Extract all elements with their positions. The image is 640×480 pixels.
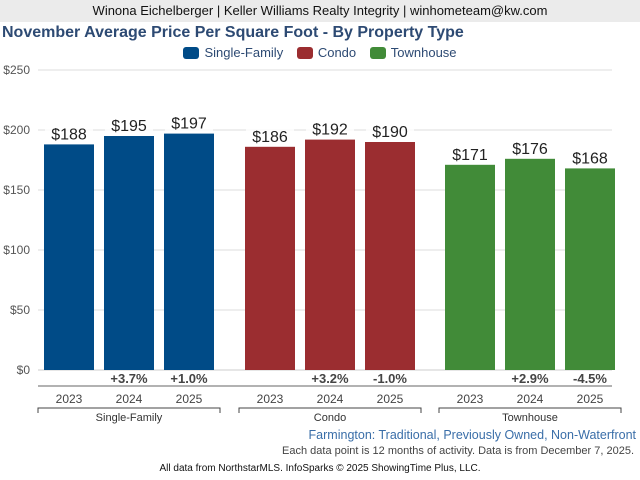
x-tick-label: 2023 xyxy=(257,392,284,406)
change-label: +3.2% xyxy=(311,371,349,386)
data-label: $195 xyxy=(111,118,147,135)
bar xyxy=(565,168,615,370)
x-tick-label: 2025 xyxy=(377,392,404,406)
legend-label: Condo xyxy=(317,45,357,60)
legend-label: Townhouse xyxy=(390,45,457,60)
y-tick-label: $200 xyxy=(3,123,30,137)
bar xyxy=(104,136,154,370)
x-tick-label: 2023 xyxy=(457,392,484,406)
group-bracket xyxy=(238,407,422,413)
data-label: $171 xyxy=(452,147,488,164)
x-tick-label: 2024 xyxy=(116,392,143,406)
agent-header: Winona Eichelberger | Keller Williams Re… xyxy=(0,0,640,22)
y-tick-label: $0 xyxy=(17,363,31,377)
data-label-bg xyxy=(366,120,414,140)
bar xyxy=(44,144,94,370)
data-label: $188 xyxy=(51,126,87,143)
legend-swatch xyxy=(369,46,386,59)
data-label-bg xyxy=(446,142,494,163)
x-tick-label: 2024 xyxy=(317,392,344,406)
change-label: -1.0% xyxy=(373,371,407,386)
data-label: $176 xyxy=(512,141,548,158)
data-label-bg xyxy=(105,114,153,134)
group-bracket xyxy=(438,407,622,413)
data-label-bg xyxy=(306,117,354,138)
data-label: $192 xyxy=(312,122,348,139)
data-label: $197 xyxy=(171,116,207,133)
x-tick-label: 2025 xyxy=(577,392,604,406)
chart-title: November Average Price Per Square Foot -… xyxy=(2,24,464,41)
footer-credit: All data from NorthstarMLS. InfoSparks ©… xyxy=(159,463,481,474)
x-tick-label: 2024 xyxy=(517,392,544,406)
x-tick-label: 2025 xyxy=(176,392,203,406)
legend-item-townhouse[interactable]: Townhouse xyxy=(369,45,457,60)
data-note: Each data point is 12 months of activity… xyxy=(282,445,634,457)
x-tick-label: 2023 xyxy=(56,392,83,406)
data-label-bg xyxy=(246,124,294,145)
data-label-bg xyxy=(506,136,554,157)
data-label-bg xyxy=(566,146,614,167)
group-label: Townhouse xyxy=(502,412,558,424)
bar xyxy=(445,164,495,370)
legend-swatch xyxy=(183,46,200,59)
bar xyxy=(305,139,355,370)
y-tick-label: $50 xyxy=(10,303,30,317)
legend-item-condo[interactable]: Condo xyxy=(296,45,357,60)
change-label: +3.7% xyxy=(110,371,148,386)
y-tick-label: $100 xyxy=(3,243,30,257)
bar xyxy=(164,133,214,370)
data-label: $168 xyxy=(572,150,608,167)
data-label-bg xyxy=(165,111,213,132)
legend-label: Single-Family xyxy=(204,45,284,60)
y-tick-label: $150 xyxy=(3,183,30,197)
data-label: $186 xyxy=(252,129,288,146)
y-tick-label: $250 xyxy=(3,63,30,77)
chart-subtitle: Farmington: Traditional, Previously Owne… xyxy=(308,428,636,442)
legend: Single-Family Condo Townhouse xyxy=(0,45,640,62)
group-label: Single-Family xyxy=(96,412,163,424)
change-label: +1.0% xyxy=(170,371,208,386)
data-label: $190 xyxy=(372,124,408,141)
bar xyxy=(505,158,555,370)
group-bracket xyxy=(37,407,221,413)
group-label: Condo xyxy=(314,412,346,424)
legend-swatch xyxy=(296,46,313,59)
change-label: -4.5% xyxy=(573,371,607,386)
bar xyxy=(245,146,295,370)
bar xyxy=(365,142,415,370)
change-label: +2.9% xyxy=(511,371,549,386)
legend-item-single-family[interactable]: Single-Family xyxy=(183,45,283,60)
data-label-bg xyxy=(45,122,93,143)
